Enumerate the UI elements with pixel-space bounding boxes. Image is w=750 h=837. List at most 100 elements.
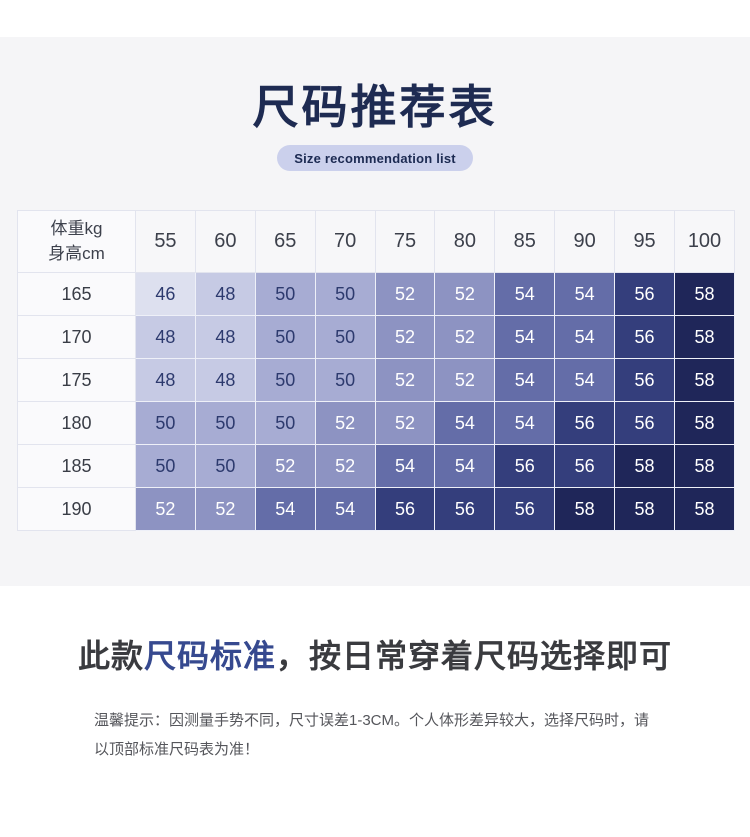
- table-row: 165 46 48 50 50 52 52 54 54 56 58: [17, 272, 735, 316]
- heading-highlight: 尺码标准: [143, 638, 276, 674]
- table-row: 180 50 50 50 52 52 54 54 56 56 58: [17, 401, 735, 445]
- size-cell: 58: [614, 487, 676, 531]
- size-cell: 54: [494, 272, 556, 316]
- size-cell: 58: [554, 487, 616, 531]
- size-cell: 52: [374, 272, 436, 316]
- size-cell: 50: [194, 444, 256, 488]
- heading-plain-end: ，按日常穿着尺码选择即可: [276, 638, 673, 674]
- size-cell: 56: [434, 487, 496, 531]
- height-label-cell: 180: [17, 401, 136, 445]
- subtitle-pill: Size recommendation list: [277, 145, 473, 171]
- height-label-cell: 190: [17, 487, 136, 531]
- size-cell: 56: [554, 401, 616, 445]
- size-cell: 48: [194, 315, 256, 359]
- size-cell: 52: [194, 487, 256, 531]
- table-row: 185 50 50 52 52 54 54 56 56 58 58: [17, 444, 735, 488]
- height-label-cell: 165: [17, 272, 136, 316]
- size-cell: 52: [434, 272, 496, 316]
- size-cell: 58: [674, 401, 735, 445]
- corner-header-weight-label: 体重kg: [50, 218, 103, 238]
- weight-header-cell: 75: [374, 210, 436, 273]
- size-cell: 56: [494, 444, 556, 488]
- height-label-cell: 185: [17, 444, 136, 488]
- top-white-band: [0, 0, 750, 37]
- size-cell: 58: [674, 487, 735, 531]
- size-cell: 54: [554, 358, 616, 402]
- weight-header-cell: 70: [314, 210, 376, 273]
- heading-plain-start: 此款: [77, 638, 144, 674]
- weight-header-cell: 100: [674, 210, 735, 273]
- size-cell: 54: [554, 272, 616, 316]
- weight-header-cell: 90: [554, 210, 616, 273]
- size-cell: 56: [494, 487, 556, 531]
- size-cell: 52: [314, 444, 376, 488]
- size-cell: 52: [434, 315, 496, 359]
- size-cell: 58: [674, 358, 735, 402]
- size-cell: 46: [135, 272, 196, 316]
- size-cell: 52: [135, 487, 196, 531]
- size-cell: 50: [194, 401, 256, 445]
- size-cell: 56: [374, 487, 436, 531]
- corner-header-cell: 体重kg 身高cm: [17, 210, 136, 273]
- size-cell: 58: [674, 444, 735, 488]
- weight-header-cell: 60: [194, 210, 256, 273]
- size-cell: 50: [254, 272, 316, 316]
- size-cell: 54: [494, 358, 556, 402]
- size-cell: 48: [194, 272, 256, 316]
- size-cell: 50: [254, 358, 316, 402]
- size-cell: 54: [314, 487, 376, 531]
- size-cell: 48: [194, 358, 256, 402]
- size-cell: 50: [314, 315, 376, 359]
- size-chart-section: 尺码推荐表 Size recommendation list 体重kg 身高cm 5…: [0, 37, 750, 586]
- footer-heading: 此款尺码标准，按日常穿着尺码选择即可: [0, 636, 750, 678]
- size-table-body: 165 46 48 50 50 52 52 54 54 56 58 170 48 48 50 50 52 52 54…: [17, 272, 735, 531]
- weight-header-cell: 85: [494, 210, 556, 273]
- size-cell: 52: [374, 358, 436, 402]
- size-cell: 50: [135, 444, 196, 488]
- size-cell: 52: [314, 401, 376, 445]
- size-chart-page: 尺码推荐表 Size recommendation list 体重kg 身高cm 5…: [0, 0, 750, 765]
- size-recommendation-table: 体重kg 身高cm 55 60 65 70 75 80 85 90 95 100 165 46 48 50 5…: [17, 210, 735, 531]
- size-cell: 50: [254, 315, 316, 359]
- weight-header-cell: 55: [135, 210, 196, 273]
- footer-section: 此款尺码标准，按日常穿着尺码选择即可 温馨提示：因测量手势不同，尺寸误差1-3C…: [0, 586, 750, 765]
- size-cell: 54: [374, 444, 436, 488]
- size-cell: 54: [434, 401, 496, 445]
- size-cell: 48: [135, 358, 196, 402]
- footer-note: 温馨提示：因测量手势不同，尺寸误差1-3CM。个人体形差异较大，选择尺码时，请以…: [94, 711, 650, 758]
- size-cell: 56: [614, 401, 676, 445]
- size-cell: 50: [135, 401, 196, 445]
- size-cell: 50: [254, 401, 316, 445]
- subtitle-text: Size recommendation list: [294, 150, 456, 166]
- size-table-header: 体重kg 身高cm 55 60 65 70 75 80 85 90 95 100: [17, 210, 735, 273]
- weight-header-cell: 95: [614, 210, 676, 273]
- corner-header-height-label: 身高cm: [48, 243, 105, 263]
- table-row: 170 48 48 50 50 52 52 54 54 56 58: [17, 315, 735, 359]
- size-cell: 52: [374, 401, 436, 445]
- size-table-header-row: 体重kg 身高cm 55 60 65 70 75 80 85 90 95 100: [17, 210, 735, 273]
- size-cell: 48: [135, 315, 196, 359]
- size-cell: 54: [494, 315, 556, 359]
- size-cell: 56: [614, 358, 676, 402]
- size-cell: 50: [314, 358, 376, 402]
- size-cell: 54: [554, 315, 616, 359]
- size-cell: 56: [614, 272, 676, 316]
- size-cell: 56: [554, 444, 616, 488]
- weight-header-cell: 65: [254, 210, 316, 273]
- size-cell: 58: [674, 272, 735, 316]
- size-cell: 52: [374, 315, 436, 359]
- size-cell: 52: [254, 444, 316, 488]
- height-label-cell: 170: [17, 315, 136, 359]
- table-row: 175 48 48 50 50 52 52 54 54 56 58: [17, 358, 735, 402]
- size-cell: 58: [614, 444, 676, 488]
- size-cell: 54: [494, 401, 556, 445]
- page-title: 尺码推荐表: [252, 81, 498, 133]
- height-label-cell: 175: [17, 358, 136, 402]
- weight-header-cell: 80: [434, 210, 496, 273]
- size-cell: 54: [254, 487, 316, 531]
- size-cell: 56: [614, 315, 676, 359]
- table-row: 190 52 52 54 54 56 56 56 58 58 58: [17, 487, 735, 531]
- size-cell: 52: [434, 358, 496, 402]
- size-cell: 58: [674, 315, 735, 359]
- size-cell: 54: [434, 444, 496, 488]
